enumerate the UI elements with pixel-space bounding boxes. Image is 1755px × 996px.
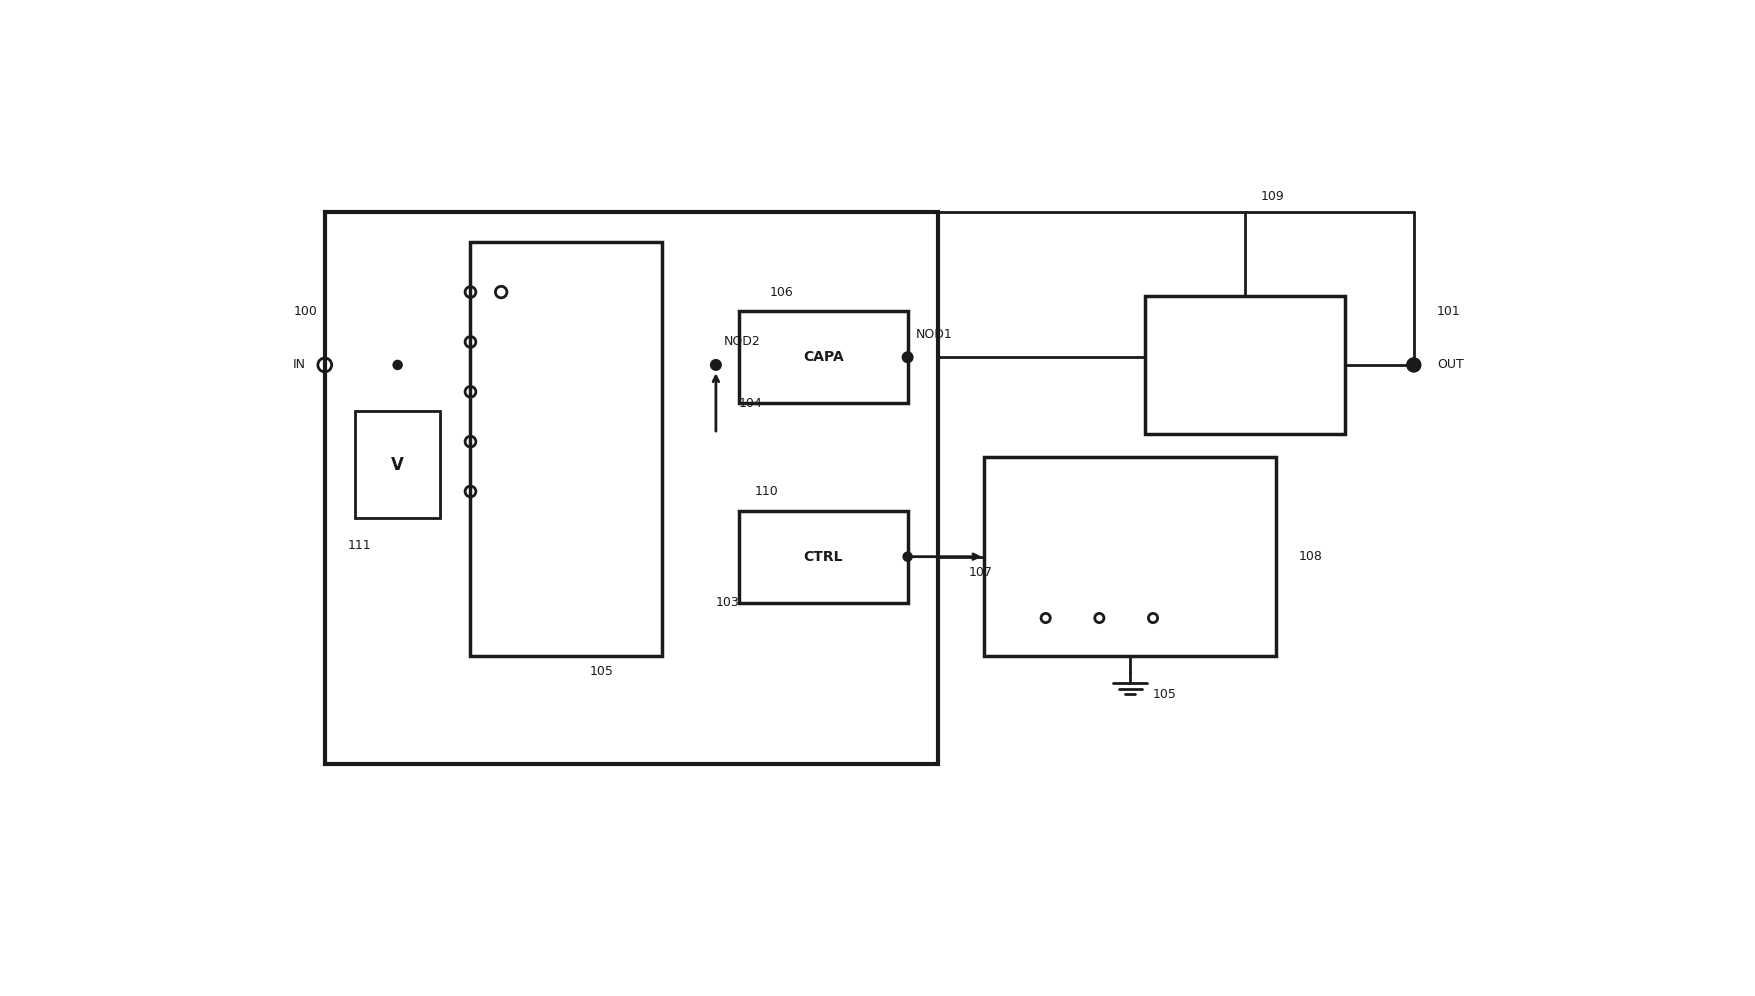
Bar bbox=[739, 311, 907, 403]
Circle shape bbox=[902, 353, 911, 362]
Circle shape bbox=[904, 553, 911, 561]
Text: 103: 103 bbox=[716, 597, 739, 610]
Text: CTRL: CTRL bbox=[804, 550, 842, 564]
Bar bbox=[470, 242, 662, 656]
Bar bbox=[355, 411, 439, 518]
Text: 111: 111 bbox=[347, 539, 370, 552]
Text: CAPA: CAPA bbox=[802, 351, 842, 365]
Text: 110: 110 bbox=[755, 485, 777, 498]
Text: 108: 108 bbox=[1299, 550, 1322, 563]
Text: 109: 109 bbox=[1260, 189, 1283, 203]
Text: NOD1: NOD1 bbox=[914, 328, 951, 341]
Bar bbox=[325, 211, 937, 764]
Circle shape bbox=[393, 362, 402, 369]
Text: IN: IN bbox=[293, 359, 305, 372]
Circle shape bbox=[1408, 359, 1420, 372]
Text: 106: 106 bbox=[769, 286, 793, 299]
Text: 107: 107 bbox=[969, 566, 992, 579]
Text: 100: 100 bbox=[293, 305, 318, 318]
Circle shape bbox=[1408, 359, 1420, 372]
Text: V: V bbox=[391, 455, 404, 474]
Text: OUT: OUT bbox=[1436, 359, 1462, 372]
Text: 104: 104 bbox=[739, 396, 762, 409]
Bar bbox=[1144, 296, 1344, 434]
Circle shape bbox=[711, 361, 720, 370]
Bar bbox=[739, 511, 907, 603]
Bar bbox=[985, 457, 1276, 656]
Text: 105: 105 bbox=[1153, 688, 1176, 701]
Text: 101: 101 bbox=[1436, 305, 1460, 318]
Text: NOD2: NOD2 bbox=[723, 336, 760, 349]
Text: 105: 105 bbox=[590, 665, 612, 678]
